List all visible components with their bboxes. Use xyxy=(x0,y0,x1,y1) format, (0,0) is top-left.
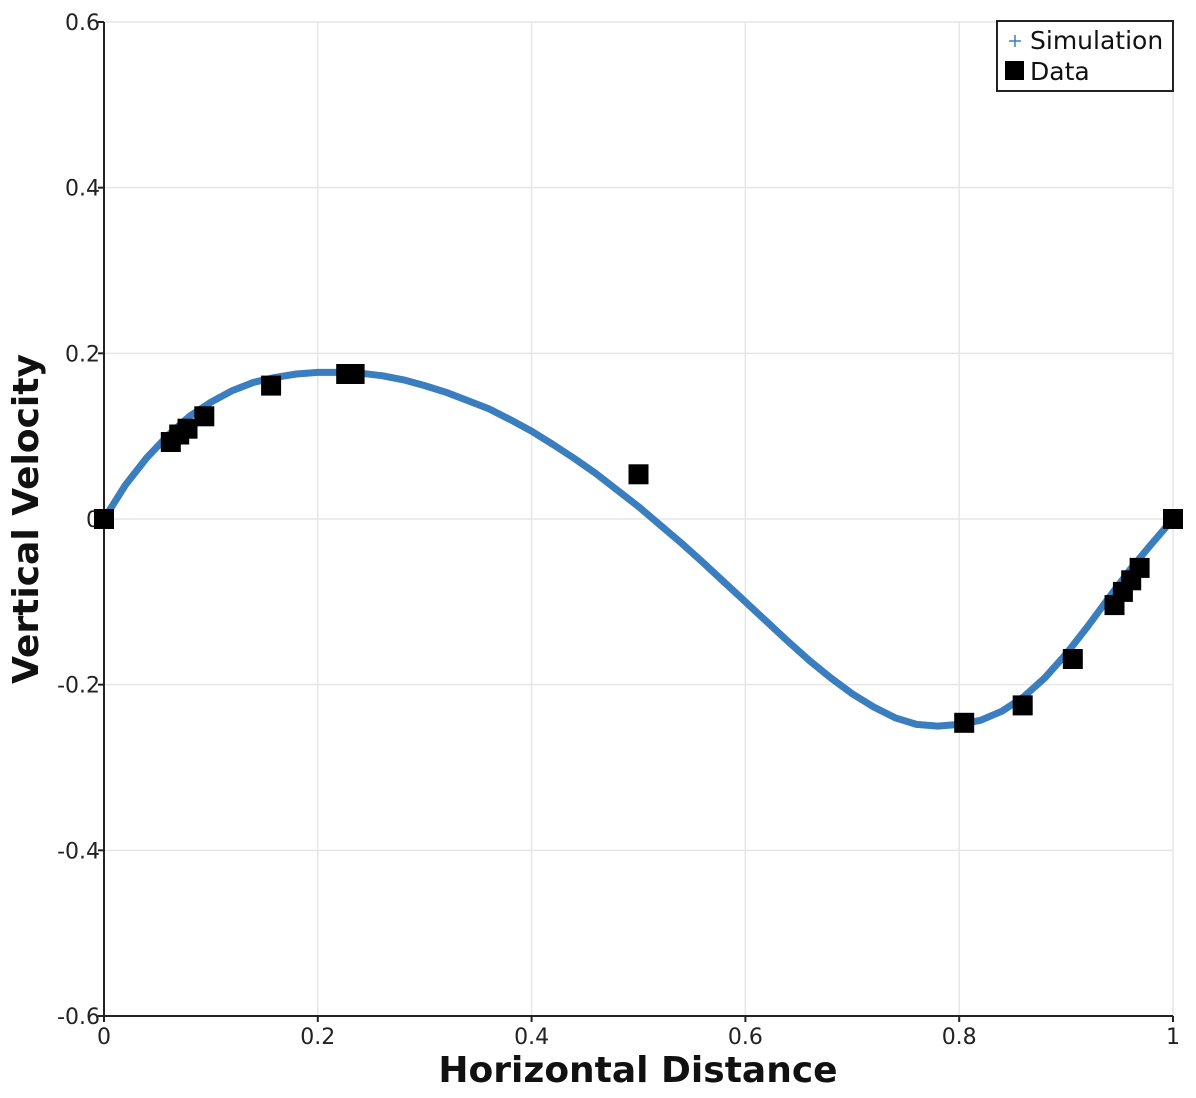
data-point-7 xyxy=(344,364,365,384)
data-point-3 xyxy=(177,418,198,439)
legend-label-simulation: Simulation xyxy=(1030,26,1163,55)
y-tick-label-0: -0.6 xyxy=(57,1005,100,1030)
data-point-5 xyxy=(261,375,282,396)
data-point-16 xyxy=(1163,509,1183,529)
legend-simulation-marker xyxy=(1009,35,1021,47)
legend: Simulation Data xyxy=(996,20,1174,92)
y-axis-title: Vertical Velocity xyxy=(6,354,47,684)
data-point-9 xyxy=(954,712,975,733)
y-tick-label-5: 0.4 xyxy=(65,177,100,202)
x-tick-label-0: 0 xyxy=(97,1025,111,1050)
x-tick-label-4: 0.8 xyxy=(942,1025,977,1050)
series-lines xyxy=(100,368,1177,730)
y-tick-label-2: -0.2 xyxy=(57,674,100,699)
tick-labels: -0.6-0.4-0.200.20.40.60 0.2 0.4 0.6 0.8 1 xyxy=(57,11,1180,1050)
simulation-line xyxy=(100,368,1177,730)
y-tick-label-4: 0.2 xyxy=(65,342,100,367)
data-point-0 xyxy=(94,509,114,529)
data-point-15 xyxy=(1129,557,1150,578)
data-point-8 xyxy=(628,464,649,485)
data-point-11 xyxy=(1062,649,1083,669)
x-axis-title: Horizontal Distance xyxy=(438,1050,837,1091)
data-point-10 xyxy=(1012,695,1033,716)
x-tick-label-3: 0.6 xyxy=(728,1025,763,1050)
y-tick-label-1: -0.4 xyxy=(57,839,100,864)
x-tick-label-5: 1 xyxy=(1166,1025,1180,1050)
y-tick-label-6: 0.6 xyxy=(65,11,100,36)
series-points xyxy=(94,364,1183,733)
x-tick-label-2: 0.4 xyxy=(514,1025,549,1050)
legend-data-marker xyxy=(1005,61,1024,80)
data-point-4 xyxy=(194,406,215,427)
x-tick-label-1: 0.2 xyxy=(300,1025,335,1050)
legend-box xyxy=(996,20,1174,92)
legend-label-data: Data xyxy=(1030,57,1090,86)
